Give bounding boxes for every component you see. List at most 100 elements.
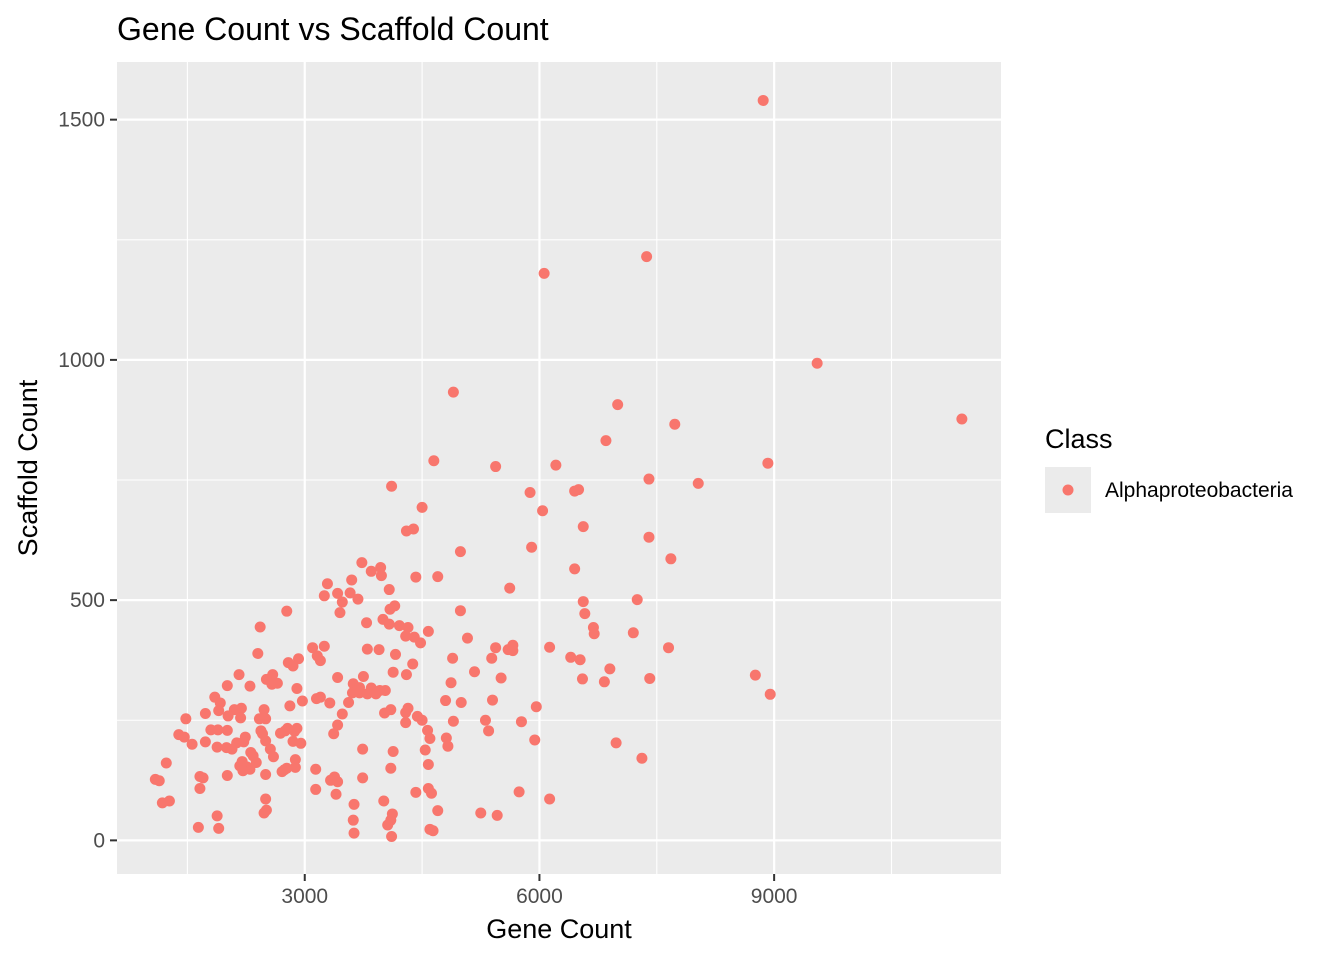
data-point xyxy=(419,744,431,756)
data-point xyxy=(199,736,211,748)
data-point xyxy=(576,673,588,685)
data-point xyxy=(352,593,364,605)
data-point xyxy=(205,724,217,736)
data-point xyxy=(504,582,516,594)
data-point xyxy=(221,724,233,736)
data-point xyxy=(447,652,459,664)
data-point xyxy=(221,680,233,692)
data-point xyxy=(291,683,303,695)
data-point xyxy=(357,671,369,683)
data-point xyxy=(233,669,245,681)
data-point xyxy=(357,772,369,784)
data-point xyxy=(490,461,502,473)
data-point xyxy=(588,628,600,640)
data-point xyxy=(387,745,399,757)
data-point xyxy=(221,742,233,754)
data-point xyxy=(383,618,395,630)
data-point xyxy=(393,620,405,632)
data-point xyxy=(244,680,256,692)
data-point xyxy=(346,574,358,586)
data-point xyxy=(627,627,639,639)
data-point xyxy=(692,477,704,489)
data-point xyxy=(530,701,542,713)
data-point xyxy=(526,541,538,553)
data-point xyxy=(513,786,525,798)
data-point xyxy=(194,782,206,794)
data-point xyxy=(643,473,655,485)
data-point xyxy=(400,630,412,642)
data-point xyxy=(254,621,266,633)
data-point xyxy=(260,793,272,805)
data-point xyxy=(321,578,333,590)
data-point xyxy=(461,632,473,644)
data-point xyxy=(422,758,434,770)
data-point xyxy=(749,669,761,681)
data-point xyxy=(636,752,648,764)
data-point xyxy=(479,714,491,726)
data-point xyxy=(307,642,319,654)
x-tick-label: 9000 xyxy=(751,885,798,908)
data-point xyxy=(284,700,296,712)
data-point xyxy=(310,693,322,705)
data-point xyxy=(260,769,272,781)
data-point xyxy=(328,728,340,740)
data-point xyxy=(235,712,247,724)
data-point xyxy=(440,732,452,744)
chart-title: Gene Count vs Scaffold Count xyxy=(117,11,549,47)
data-point xyxy=(289,725,301,737)
data-point xyxy=(310,763,322,775)
y-tick-label: 1500 xyxy=(58,109,105,132)
data-point xyxy=(361,617,373,629)
data-point xyxy=(318,640,330,652)
data-point xyxy=(400,669,412,681)
data-point xyxy=(486,652,498,664)
data-point xyxy=(375,570,387,582)
data-point xyxy=(266,678,278,690)
legend: Class Alphaproteobacteria xyxy=(1045,424,1293,513)
data-point xyxy=(332,719,344,731)
data-point xyxy=(332,776,344,788)
data-point xyxy=(598,676,610,688)
data-point xyxy=(495,672,507,684)
data-points xyxy=(149,94,968,843)
x-axis: 3000 6000 9000 xyxy=(281,874,797,908)
data-point xyxy=(644,672,656,684)
data-point xyxy=(310,783,322,795)
y-axis-title: Scaffold Count xyxy=(13,379,43,556)
data-point xyxy=(213,822,225,834)
data-point xyxy=(258,704,270,716)
data-point xyxy=(373,644,385,656)
data-point xyxy=(400,717,412,729)
data-point xyxy=(604,663,616,675)
data-point xyxy=(410,571,422,583)
data-point xyxy=(295,737,307,749)
data-point xyxy=(357,743,369,755)
data-point xyxy=(631,594,643,606)
data-point xyxy=(361,643,373,655)
data-point xyxy=(612,399,624,411)
data-point xyxy=(573,484,585,496)
data-point xyxy=(515,716,527,728)
data-point xyxy=(343,696,355,708)
data-point xyxy=(569,563,581,575)
data-point xyxy=(483,725,495,737)
data-point xyxy=(194,770,206,782)
data-point xyxy=(332,587,344,599)
data-point xyxy=(361,688,373,700)
data-point xyxy=(424,733,436,745)
data-point xyxy=(330,788,342,800)
y-tick-label: 1000 xyxy=(58,349,105,372)
data-point xyxy=(160,757,172,769)
data-point xyxy=(402,622,414,634)
data-point xyxy=(289,761,301,773)
data-point xyxy=(334,607,346,619)
data-point xyxy=(422,625,434,637)
data-point xyxy=(180,713,192,725)
legend-key-point xyxy=(1062,484,1074,496)
data-point xyxy=(296,695,308,707)
data-point xyxy=(764,688,776,700)
data-point xyxy=(440,695,452,707)
data-point xyxy=(432,805,444,817)
data-point xyxy=(336,596,348,608)
data-point xyxy=(281,605,293,617)
